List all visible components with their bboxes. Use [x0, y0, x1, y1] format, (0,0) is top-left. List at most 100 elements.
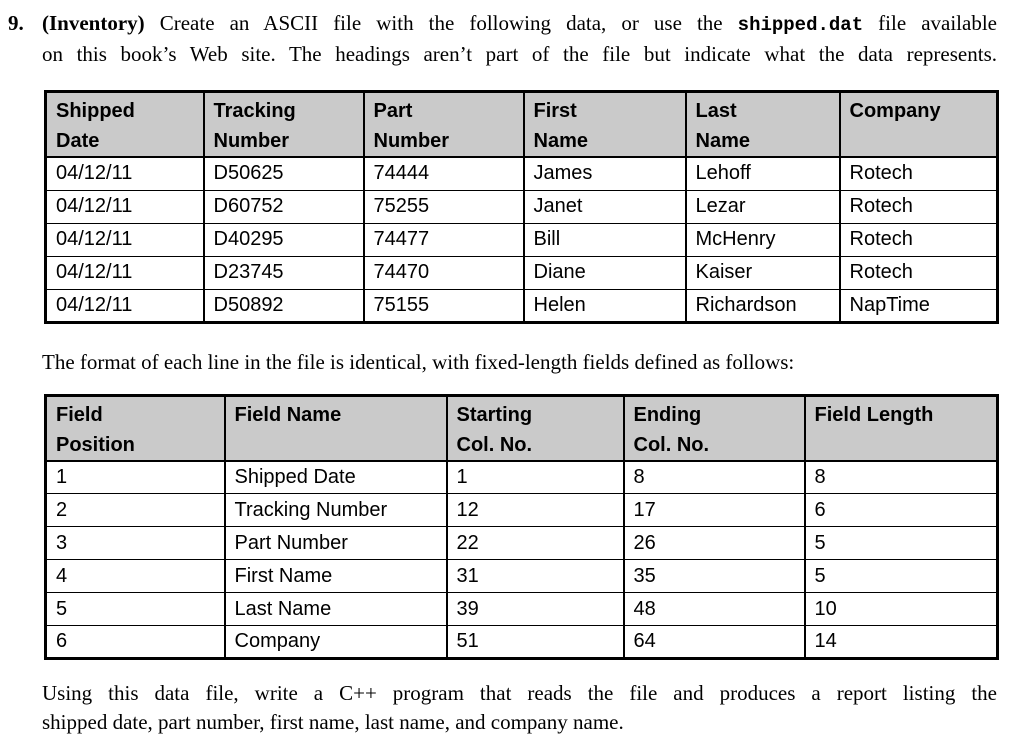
table-cell: Lehoff	[684, 156, 841, 191]
problem-title: (Inventory)	[42, 11, 160, 35]
table-cell: McHenry	[684, 222, 841, 257]
header-shipped-date: Shipped Date	[44, 91, 205, 158]
table-cell: 35	[622, 559, 806, 593]
table-cell: D40295	[202, 222, 365, 257]
table-cell: 5	[803, 526, 999, 560]
header-line: Part	[373, 100, 413, 122]
table-cell: Richardson	[684, 288, 841, 323]
closing-instructions: Using this data file, write a C++ progra…	[42, 679, 997, 737]
code-filename: shipped.dat	[737, 14, 864, 36]
table-cell: 1	[445, 460, 625, 494]
table-cell: 1	[44, 460, 226, 494]
header-line: Date	[56, 130, 100, 152]
header-line: Field	[56, 403, 103, 426]
paragraph-line: on this book’s Web site. The headings ar…	[42, 42, 997, 66]
table-cell: Rotech	[838, 222, 999, 257]
table-row: 04/12/11 D60752 75255 Janet Lezar Rotech	[44, 189, 999, 224]
table-cell: 3	[44, 526, 226, 560]
table-cell: D60752	[202, 189, 365, 224]
header-line: Col. No.	[456, 433, 533, 456]
header-ending-col: Ending Col. No.	[622, 395, 806, 462]
table-cell: 8	[622, 460, 806, 494]
table-row: 4 First Name 31 35 5	[44, 559, 999, 593]
paragraph-line: shipped date, part number, first name, l…	[42, 710, 624, 734]
header-line: Col. No.	[633, 433, 710, 456]
table-cell: 5	[803, 559, 999, 593]
table-row: 3 Part Number 22 26 5	[44, 526, 999, 560]
table-cell: 5	[44, 592, 226, 626]
header-line: Shipped	[56, 100, 135, 122]
header-first-name: First Name	[522, 91, 687, 158]
table-cell: 14	[803, 625, 999, 659]
table-row: 2 Tracking Number 12 17 6	[44, 493, 999, 527]
paragraph-line: (Inventory) Create an ASCII file with th…	[42, 9, 997, 40]
table-cell: D50892	[202, 288, 365, 323]
table-cell: Last Name	[223, 592, 448, 626]
format-note: The format of each line in the file is i…	[42, 348, 997, 377]
table-cell: 74477	[362, 222, 525, 257]
header-line: Field Length	[814, 403, 934, 426]
header-line: First	[533, 100, 577, 122]
paragraph-text: file available	[863, 11, 997, 35]
table-cell: Diane	[522, 255, 687, 290]
header-line: Ending	[633, 403, 702, 426]
header-line: Position	[56, 433, 135, 456]
table-cell: 22	[445, 526, 625, 560]
table-cell: D50625	[202, 156, 365, 191]
table-cell: 12	[445, 493, 625, 527]
table-cell: 74470	[362, 255, 525, 290]
table-cell: 04/12/11	[44, 222, 205, 257]
header-line: Last	[695, 100, 737, 122]
header-line: Name	[533, 130, 588, 152]
table-row: 1 Shipped Date 1 8 8	[44, 460, 999, 494]
table-cell: Company	[223, 625, 448, 659]
header-tracking-number: Tracking Number	[202, 91, 365, 158]
header-field-length: Field Length	[803, 395, 999, 462]
field-layout-table: Field Position Field Name Starting Col. No…	[44, 393, 999, 660]
paragraph-text: Create an ASCII file with the following …	[159, 11, 738, 35]
table-cell: 6	[44, 625, 226, 659]
table-row: 04/12/11 D23745 74470 Diane Kaiser Rotec…	[44, 255, 999, 290]
header-field-name: Field Name	[223, 395, 448, 462]
table-cell: Janet	[522, 189, 687, 224]
shipment-table: Shipped Date Tracking Number Part Number Fi…	[44, 90, 999, 324]
table-cell: 6	[803, 493, 999, 527]
table-cell: D23745	[202, 255, 365, 290]
table-cell: Rotech	[838, 255, 999, 290]
header-starting-col: Starting Col. No.	[445, 395, 625, 462]
table-cell: 4	[44, 559, 226, 593]
header-company: Company	[838, 91, 999, 158]
header-field-position: Field Position	[44, 395, 226, 462]
table-row: 6 Company 51 64 14	[44, 625, 999, 659]
table-cell: 31	[445, 559, 625, 593]
table-cell: Lezar	[684, 189, 841, 224]
table-cell: 04/12/11	[44, 189, 205, 224]
table-cell: 04/12/11	[44, 255, 205, 290]
table-cell: 04/12/11	[44, 156, 205, 191]
table-cell: 8	[803, 460, 999, 494]
header-line: Company	[849, 100, 941, 122]
table-row: 04/12/11 D50625 74444 James Lehoff Rotec…	[44, 156, 999, 191]
table-cell: Helen	[522, 288, 687, 323]
header-line: Name	[695, 130, 750, 152]
header-line: Field Name	[234, 403, 342, 426]
table-cell: Rotech	[838, 189, 999, 224]
header-part-number: Part Number	[362, 91, 525, 158]
header-line: Number	[373, 130, 450, 152]
table-cell: Kaiser	[684, 255, 841, 290]
table-cell: First Name	[223, 559, 448, 593]
shipment-table-header-row: Shipped Date Tracking Number Part Number Fi…	[44, 91, 999, 158]
header-line: Starting	[456, 403, 533, 426]
table-cell: 04/12/11	[44, 288, 205, 323]
table-cell: 10	[803, 592, 999, 626]
table-cell: James	[522, 156, 687, 191]
table-row: 04/12/11 D40295 74477 Bill McHenry Rotec…	[44, 222, 999, 257]
paragraph-line: Using this data file, write a C++ progra…	[42, 681, 997, 705]
table-cell: Bill	[522, 222, 687, 257]
problem-number: 9.	[8, 11, 24, 35]
paragraph-line: The format of each line in the file is i…	[42, 349, 795, 374]
table-cell: 74444	[362, 156, 525, 191]
table-cell: 17	[622, 493, 806, 527]
table-row: 04/12/11 D50892 75155 Helen Richardson N…	[44, 288, 999, 323]
